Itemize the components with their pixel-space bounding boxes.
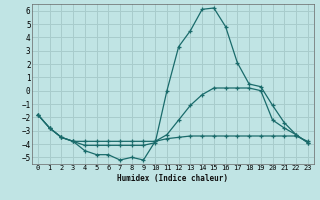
X-axis label: Humidex (Indice chaleur): Humidex (Indice chaleur) — [117, 174, 228, 183]
